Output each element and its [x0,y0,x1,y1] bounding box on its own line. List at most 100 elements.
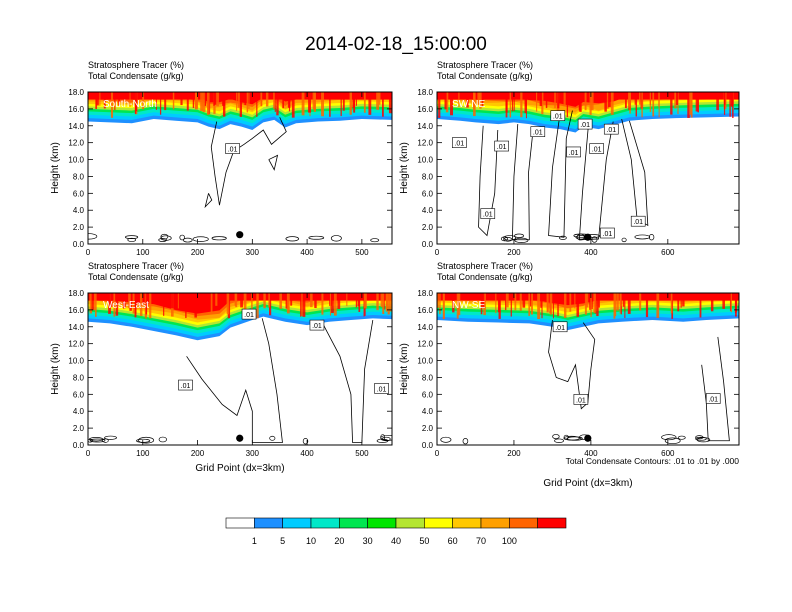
y-tick-label: 2.0 [73,424,85,433]
tracer-streak [114,92,116,111]
tracer-streak [641,92,643,118]
tracer-streak [477,92,480,105]
tracer-streak [240,293,243,308]
tracer-streak [260,92,263,107]
y-tick-label: 12.0 [417,340,433,349]
condensate-contour [204,193,213,209]
tracer-streak [118,92,120,106]
y-tick-label: 10.0 [68,156,84,165]
condensate-blob [514,237,529,243]
y-tick-label: 2.0 [422,223,434,232]
tracer-streak [604,92,607,112]
y-axis-label: Height (km) [399,343,410,395]
tracer-streak [674,92,677,109]
y-axis-label: Height (km) [50,142,61,194]
location-marker [584,434,592,442]
contour-label: .01 [589,143,604,154]
tracer-streak [243,293,247,310]
tracer-top-band [88,293,392,301]
condensate-blob [269,435,276,441]
tracer-streak [479,92,482,109]
tracer-streak [279,293,282,309]
tracer-streak [215,293,218,306]
tracer-streak [536,92,538,112]
y-tick-label: 14.0 [417,122,433,131]
condensate-blob [566,436,583,441]
tracer-streak [735,293,738,313]
tracer-streak [145,293,148,315]
y-tick-label: 18.0 [68,289,84,298]
tracer-streak [329,293,332,316]
tracer-streak [214,92,217,105]
x-tick-label: 600 [661,449,675,458]
tracer-streak [134,293,137,318]
condensate-blob [514,233,525,238]
tracer-streak [164,92,167,111]
svg-text:.01: .01 [312,323,322,330]
tracer-streak [263,293,266,309]
tracer-top-band [437,92,739,100]
tracer-streak [273,92,275,110]
condensate-blob [158,238,167,242]
x-tick-label: 600 [661,248,675,257]
y-tick-label: 8.0 [422,373,434,382]
y-tick-label: 18.0 [68,88,84,97]
x-tick-label: 100 [136,449,150,458]
contour-label: .01 [309,319,325,331]
tracer-streak [256,92,258,117]
condensate-blob [124,235,139,240]
x-tick-label: 300 [246,449,260,458]
panel-label: West-East [103,300,149,311]
y-axis-label: Height (km) [50,343,61,395]
x-tick-label: 400 [300,449,314,458]
tracer-streak [437,293,439,308]
tracer-streak [290,293,293,306]
tracer-streak [386,293,388,312]
tracer-streak [729,92,731,117]
tracer-streak [557,293,559,317]
tracer-streak [699,293,702,318]
contour-label: .01 [566,146,581,158]
tracer-streak [590,92,594,111]
tracer-streak [302,293,306,317]
tracer-streak [545,92,548,109]
colorbar-cell [254,517,283,529]
tracer-streak [552,293,554,319]
tracer-streak [613,293,616,319]
tracer-streak [509,92,512,118]
tracer-streak [731,92,733,108]
tracer-streak [321,92,324,117]
x-tick-label: 200 [507,449,521,458]
condensate-blob [160,233,169,240]
y-tick-label: 4.0 [422,407,434,416]
y-tick-label: 10.0 [68,357,84,366]
tracer-streak [584,92,587,111]
tracer-streak [541,293,543,319]
tracer-streak [194,293,197,318]
tracer-streak [310,293,313,308]
condensate-contour [511,124,534,241]
contour-label: .01 [225,143,240,154]
svg-text:.01: .01 [377,386,387,393]
y-tick-label: 18.0 [417,88,433,97]
tracer-streak [170,293,174,309]
y-tick-label: 12.0 [417,139,433,148]
condensate-blob [330,235,342,242]
tracer-streak [301,92,305,116]
condensate-blob [634,234,651,240]
condensate-blob [179,234,185,241]
colorbar-label: 100 [502,536,517,546]
tracer-streak [680,293,682,308]
svg-text:.01: .01 [533,130,543,137]
tracer-streak [658,92,660,118]
contour-label: .01 [603,123,619,135]
axes-frame [87,91,393,245]
y-tick-label: 16.0 [417,306,433,315]
tracer-streak [388,92,392,114]
condensate-contour [323,319,374,443]
condensate-blob [621,237,627,243]
colorbar-cell [395,517,425,529]
condensate-blob [285,236,300,242]
panel-2: Stratosphere Tracer (%)Total Condensate … [399,60,740,257]
